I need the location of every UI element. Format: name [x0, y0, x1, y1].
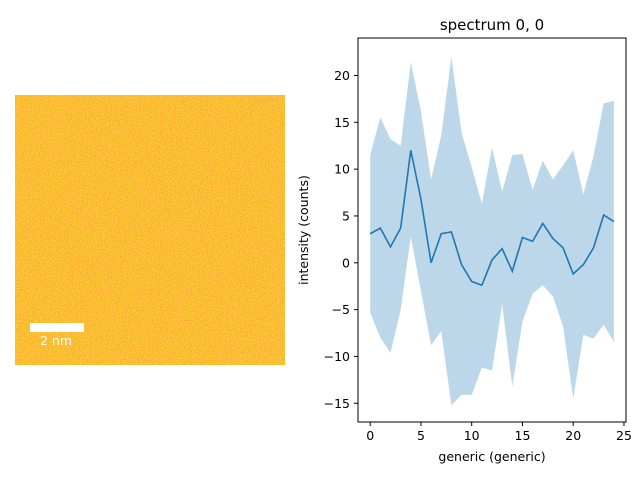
data-points: [370, 150, 614, 286]
y-tick-label: −10: [324, 349, 350, 364]
chart-title: spectrum 0, 0: [440, 16, 544, 34]
x-axis-ticks: 0 5 10 15 20 25: [366, 422, 632, 443]
x-tick-label: 5: [417, 428, 425, 443]
uncertainty-band: [370, 56, 614, 406]
map-noise-texture: [15, 95, 285, 365]
x-axis-label: generic (generic): [438, 449, 545, 464]
y-tick-label: −5: [332, 302, 350, 317]
x-tick-label: 20: [565, 428, 581, 443]
intensity-map-image: 2 nm: [15, 95, 285, 365]
scale-bar: [30, 323, 84, 332]
x-tick-label: 0: [366, 428, 374, 443]
x-tick-label: 10: [464, 428, 480, 443]
y-tick-label: 5: [342, 208, 350, 223]
y-axis-ticks: −15 −10 −5 0 5 10 15 20: [324, 68, 358, 411]
x-tick-label: 15: [515, 428, 531, 443]
y-tick-label: −15: [324, 396, 350, 411]
scale-bar-label: 2 nm: [40, 333, 72, 348]
intensity-map: 2 nm: [15, 95, 285, 365]
plot-frame: [357, 37, 627, 423]
y-axis-label: intensity (counts): [296, 175, 311, 285]
y-tick-label: 15: [334, 115, 350, 130]
y-tick-label: 10: [334, 162, 350, 177]
x-tick-label: 25: [616, 428, 632, 443]
y-tick-label: 20: [334, 68, 350, 83]
y-tick-label: 0: [342, 255, 350, 270]
